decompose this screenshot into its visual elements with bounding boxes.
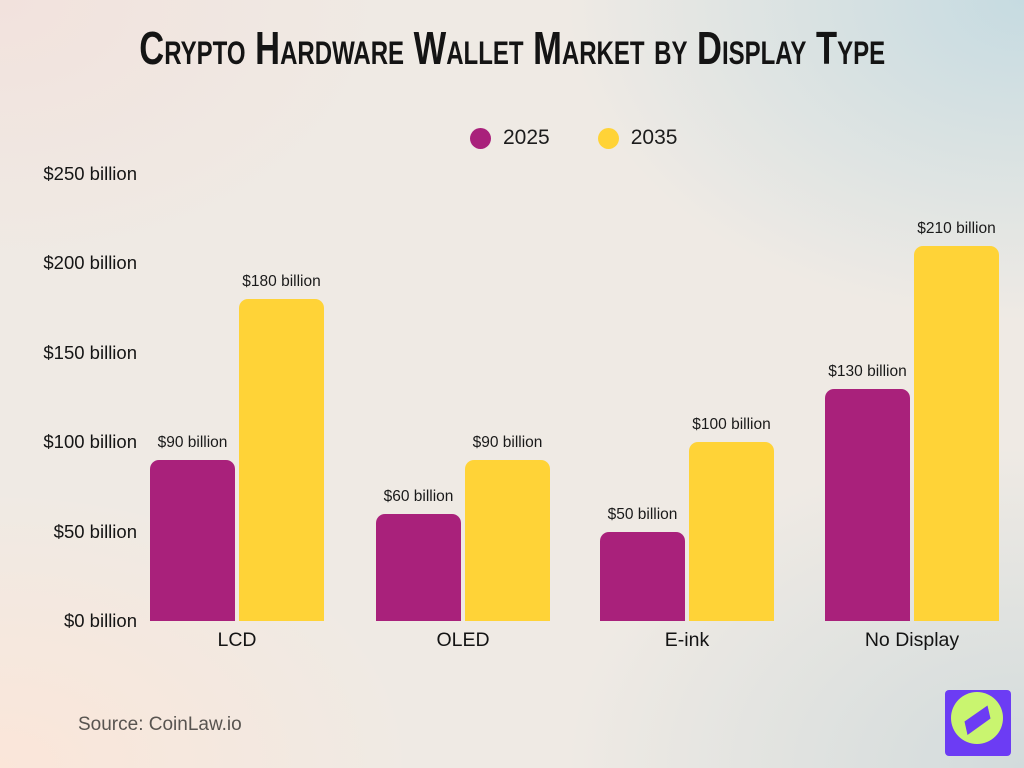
value-label-2025-lcd: $90 billion [157, 434, 228, 452]
value-label-2025-oled: $60 billion [383, 487, 454, 505]
page-title-text: Crypto Hardware Wallet Market by Display… [139, 22, 885, 74]
value-label-2025-e-ink: $50 billion [607, 505, 678, 523]
y-axis-tick-label: $150 billion [43, 341, 137, 363]
bar-2025-no-display [825, 388, 910, 621]
bar-2035-lcd [239, 299, 324, 621]
bar-2025-lcd [150, 460, 235, 621]
value-label-2035-lcd: $180 billion [242, 273, 321, 291]
page-title: Crypto Hardware Wallet Market by Display… [0, 22, 1024, 74]
legend-dot-2025 [470, 127, 491, 149]
legend-item-2035: 2035 [597, 126, 678, 150]
bar-2035-oled [465, 460, 550, 621]
value-label-2035-oled: $90 billion [472, 434, 543, 452]
category-label-no-display: No Display [864, 629, 960, 651]
y-axis-tick-label: $100 billion [43, 431, 137, 453]
bar-2025-oled [376, 513, 461, 621]
legend-dot-2035 [597, 127, 619, 149]
source-attribution: Source: CoinLaw.io [78, 714, 242, 735]
bar-2035-e-ink [689, 442, 774, 621]
category-label-lcd: LCD [217, 629, 257, 651]
compass-needle-icon [964, 705, 991, 735]
category-label-oled: OLED [436, 629, 490, 651]
coinlaw-compass-logo [945, 690, 1011, 756]
y-axis-tick-label: $200 billion [43, 252, 137, 274]
legend-label-2035: 2035 [630, 126, 678, 149]
y-axis-tick-label: $50 billion [53, 520, 137, 542]
value-label-2025-no-display: $130 billion [828, 362, 907, 380]
bar-2025-e-ink [600, 531, 685, 621]
y-axis-tick-label: $0 billion [63, 610, 137, 631]
chart-legend: 2025 2035 [470, 126, 677, 150]
bar-2035-no-display [914, 245, 999, 621]
value-label-2035-no-display: $210 billion [917, 219, 996, 237]
category-label-e-ink: E-ink [664, 629, 710, 651]
legend-label-2025: 2025 [503, 126, 550, 149]
y-axis-tick-label: $250 billion [43, 163, 137, 184]
legend-item-2025: 2025 [470, 126, 550, 150]
value-label-2035-e-ink: $100 billion [692, 416, 771, 434]
